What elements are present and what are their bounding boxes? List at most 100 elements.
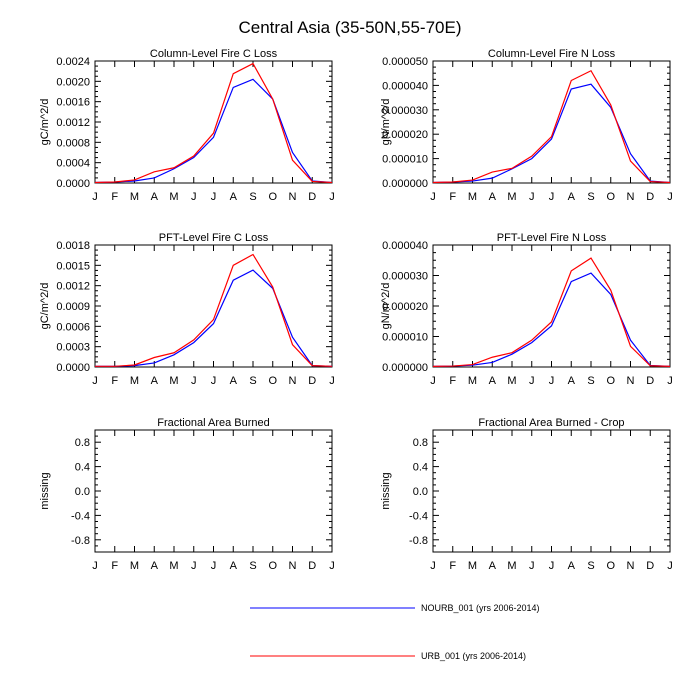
x-tick-label: N — [627, 191, 635, 203]
y-axis-label: missing — [39, 472, 51, 509]
x-tick-label: M — [507, 375, 516, 387]
y-tick-label: 0.0009 — [56, 301, 90, 313]
y-tick-label: 0.0016 — [56, 97, 90, 109]
x-tick-label: A — [151, 375, 159, 387]
x-tick-label: A — [151, 191, 159, 203]
x-tick-label: N — [627, 375, 635, 387]
y-tick-label: -0.4 — [71, 510, 90, 522]
x-tick-label: A — [151, 560, 159, 572]
x-tick-label: J — [92, 560, 98, 572]
x-tick-label: M — [507, 191, 516, 203]
x-tick-label: J — [191, 191, 197, 203]
x-tick-label: A — [568, 560, 576, 572]
series-line-urb_001 — [432, 69, 671, 184]
x-tick-label: J — [430, 560, 436, 572]
y-tick-label: 0.000000 — [382, 362, 428, 374]
legend: NOURB_001 (yrs 2006-2014) URB_001 (yrs 20… — [250, 603, 540, 661]
x-tick-label: A — [489, 375, 497, 387]
y-tick-label: -0.8 — [71, 535, 90, 547]
legend-label-2: URB_001 (yrs 2006-2014) — [421, 651, 526, 661]
panel-title: Column-Level Fire N Loss — [488, 48, 616, 60]
x-tick-label: J — [430, 191, 436, 203]
x-tick-label: D — [308, 191, 316, 203]
x-tick-label: O — [606, 560, 615, 572]
legend-label-1: NOURB_001 (yrs 2006-2014) — [421, 603, 540, 613]
x-tick-label: A — [230, 191, 238, 203]
x-tick-label: J — [92, 191, 98, 203]
x-tick-label: A — [568, 375, 576, 387]
y-tick-label: 0.000040 — [382, 240, 428, 252]
x-tick-label: S — [249, 191, 256, 203]
x-tick-label: J — [529, 560, 535, 572]
panel-title: PFT-Level Fire N Loss — [497, 232, 607, 244]
y-tick-label: 0.0000 — [56, 178, 90, 190]
y-tick-label: 0.000040 — [382, 80, 428, 92]
y-tick-label: 0.0006 — [56, 321, 90, 333]
y-axis-label: gN/m^2/d — [380, 283, 392, 330]
x-tick-label: S — [249, 375, 256, 387]
y-tick-label: 0.0008 — [56, 137, 90, 149]
x-tick-label: M — [468, 560, 477, 572]
x-tick-label: F — [449, 191, 456, 203]
x-tick-label: D — [308, 560, 316, 572]
x-tick-label: J — [529, 191, 535, 203]
series-line-nourb_001 — [94, 78, 333, 184]
x-tick-label: D — [308, 375, 316, 387]
panel-title: Fractional Area Burned — [157, 417, 270, 429]
x-tick-label: M — [169, 560, 178, 572]
y-axis-label: gC/m^2/d — [39, 99, 51, 146]
x-tick-label: S — [587, 191, 594, 203]
x-tick-label: J — [211, 375, 217, 387]
x-tick-label: J — [549, 191, 555, 203]
y-tick-label: 0.0020 — [56, 76, 90, 88]
y-tick-label: 0.0012 — [56, 281, 90, 293]
x-tick-label: S — [587, 560, 594, 572]
series-line-nourb_001 — [95, 269, 333, 367]
y-tick-label: 0.0003 — [56, 342, 90, 354]
x-tick-label: N — [289, 375, 297, 387]
y-tick-label: 0.0015 — [56, 260, 90, 272]
series-line-nourb_001 — [432, 272, 671, 367]
y-tick-label: 0.000010 — [382, 154, 428, 166]
x-tick-label: F — [111, 191, 118, 203]
x-tick-label: O — [606, 375, 615, 387]
y-tick-label: 0.0 — [413, 486, 428, 498]
x-tick-label: J — [329, 375, 335, 387]
y-tick-label: 0.000020 — [382, 301, 428, 313]
x-tick-label: M — [130, 560, 139, 572]
x-tick-label: M — [468, 191, 477, 203]
y-tick-label: 0.8 — [413, 437, 428, 449]
x-tick-label: M — [169, 191, 178, 203]
y-tick-label: 0.4 — [413, 462, 428, 474]
x-tick-label: D — [646, 375, 654, 387]
y-tick-label: 0.000030 — [382, 271, 428, 283]
figure-title: Central Asia (35-50N,55-70E) — [238, 18, 461, 37]
x-tick-label: J — [211, 560, 217, 572]
y-tick-label: 0.000020 — [382, 129, 428, 141]
x-tick-label: D — [646, 560, 654, 572]
plot-frame — [94, 429, 333, 553]
plot-frame — [432, 244, 671, 368]
x-tick-label: F — [111, 375, 118, 387]
panel-title: Fractional Area Burned - Crop — [478, 417, 624, 429]
x-tick-label: A — [489, 560, 497, 572]
y-axis-label: missing — [380, 472, 392, 509]
x-tick-label: N — [289, 560, 297, 572]
y-axis-label: gN/m^2/d — [380, 99, 392, 146]
y-tick-label: 0.0024 — [56, 56, 90, 68]
y-tick-label: 0.0012 — [56, 117, 90, 129]
x-tick-label: A — [230, 560, 238, 572]
y-tick-label: 0.000030 — [382, 105, 428, 117]
x-tick-label: F — [449, 375, 456, 387]
x-tick-label: A — [568, 191, 576, 203]
x-tick-label: J — [667, 560, 673, 572]
series-line-urb_001 — [432, 257, 671, 367]
